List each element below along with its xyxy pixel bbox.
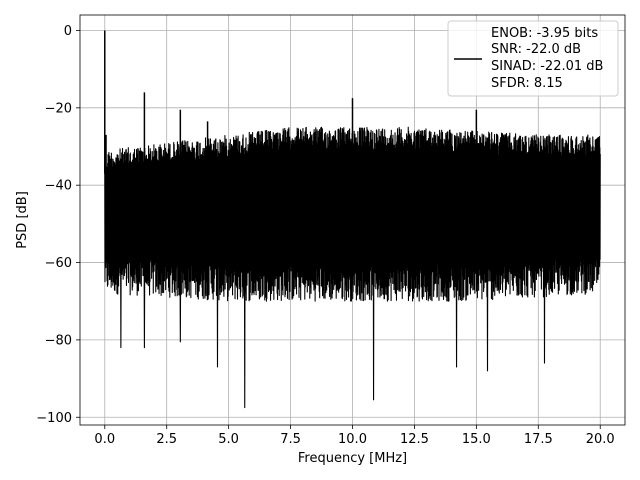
x-tick-label: 2.5: [156, 432, 177, 447]
legend-box: [447, 20, 619, 97]
plot-frame: [79, 14, 626, 426]
y-tick-label: −100: [36, 411, 72, 426]
x-axis-label: Frequency [MHz]: [298, 451, 407, 466]
legend-sinad: SINAD: -22.01 dB: [491, 59, 603, 74]
x-tick-label: 15.0: [462, 432, 491, 447]
x-tick-label: 20.0: [586, 432, 615, 447]
legend-enob: ENOB: -3.95 bits: [491, 26, 598, 41]
y-axis-label: PSD [dB]: [15, 191, 30, 249]
psd-series: [104, 30, 601, 409]
x-tick-label: 12.5: [400, 432, 429, 447]
y-tick-label: −20: [45, 101, 72, 116]
x-tick-label: 17.5: [524, 432, 553, 447]
x-tick-label: 7.5: [280, 432, 301, 447]
y-tick-label: 0: [64, 24, 72, 39]
legend-sfdr: SFDR: 8.15: [491, 76, 563, 91]
y-tick-label: −60: [45, 256, 72, 271]
legend-snr: SNR: -22.0 dB: [491, 42, 581, 57]
axis-ticks: 0.0 2.5 5.0 7.5 10.0 12.5 15.0 17.5 20.0 0 −20 −40 −…: [36, 24, 614, 447]
x-tick-label: 10.0: [338, 432, 367, 447]
y-tick-label: −40: [45, 179, 72, 194]
x-tick-label: 0.0: [94, 432, 115, 447]
legend: ENOB: -3.95 bits SNR: -22.0 dB SINAD: -2…: [447, 20, 619, 97]
x-tick-label: 5.0: [218, 432, 239, 447]
y-tick-label: −80: [45, 333, 72, 348]
